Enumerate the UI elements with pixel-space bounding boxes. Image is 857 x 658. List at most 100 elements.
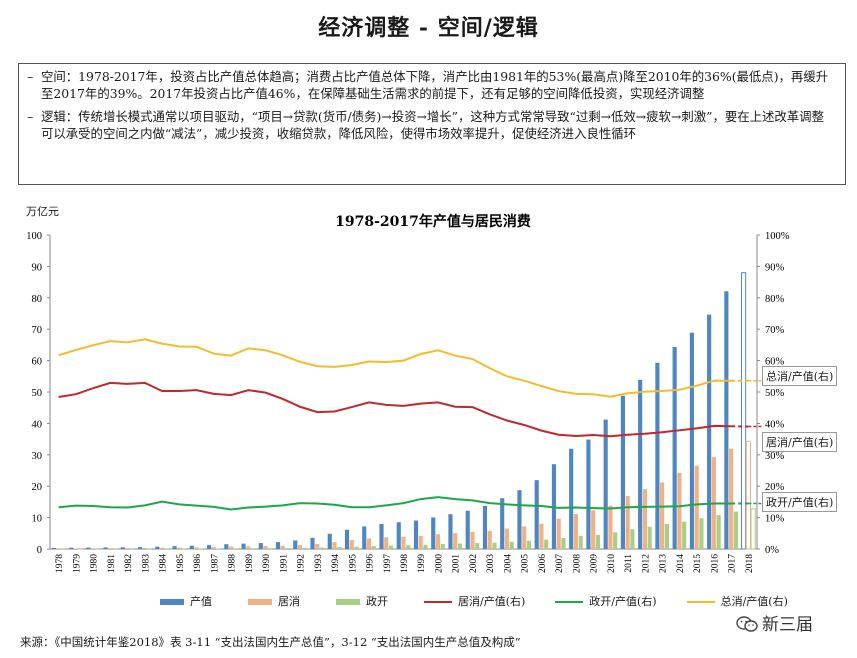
- line-total_ratio: [58, 338, 732, 398]
- bar-consume: [228, 546, 234, 549]
- legend-item: 居消/产值(右): [424, 595, 525, 608]
- y-axis-unit: 万亿元: [26, 205, 59, 218]
- x-tick-label: 2014: [676, 554, 686, 573]
- x-tick-label: 1978: [55, 554, 65, 573]
- x-tick-label: 2015: [693, 554, 703, 573]
- bar-consume: [642, 489, 647, 549]
- bar-govt: [664, 523, 669, 549]
- bullet-space: – 空间：1978-2017年，投资占比产值总体趋高；消费占比产值总体下降，消产…: [27, 68, 835, 102]
- bar-output: [344, 529, 350, 549]
- bar-govt: [164, 548, 169, 550]
- bar-govt: [337, 547, 342, 549]
- bar-govt: [578, 535, 583, 549]
- end-label-govt_ratio: 政开/产值(右): [762, 492, 838, 512]
- bar-consume: [91, 548, 96, 549]
- x-tick-label: 1982: [124, 554, 134, 573]
- bar-govt: [544, 539, 549, 549]
- bullet-dash: –: [27, 109, 34, 124]
- x-tick-label: 2005: [521, 554, 531, 573]
- bar-consume: [108, 548, 113, 549]
- y-right-tick-label: 50%: [765, 388, 785, 399]
- line-govt_ratio: [58, 496, 732, 511]
- bar-govt: [388, 545, 394, 549]
- bar-govt: [95, 548, 100, 550]
- x-tick-label: 1990: [262, 554, 272, 573]
- bar-consume: [625, 495, 630, 549]
- bar-output: [224, 544, 229, 549]
- bar-govt: [423, 544, 428, 549]
- bar-consume: [591, 510, 596, 549]
- x-tick-label: 2004: [503, 554, 513, 573]
- bar-govt: [526, 540, 532, 549]
- x-tick-label: 1993: [314, 554, 324, 573]
- chart-title: 1978-2017年产值与居民消费: [335, 213, 531, 230]
- x-tick-label: 2001: [452, 554, 462, 573]
- bullet-logic: – 逻辑：传统增长模式通常以项目驱动，“项目→贷款(货币/债务)→投资→增长”，…: [27, 108, 835, 142]
- bar-govt: [199, 548, 204, 550]
- bar-consume: [177, 547, 182, 549]
- bar-consume: [384, 537, 389, 549]
- y-tick-label: 100: [26, 231, 42, 242]
- bar-output: [293, 540, 298, 549]
- bar-consume: [349, 540, 354, 549]
- legend-item: 政开: [336, 595, 388, 608]
- bar-consume: [142, 547, 147, 549]
- bar-govt: [630, 529, 635, 549]
- bar-govt: [78, 548, 83, 550]
- bar-output: [482, 505, 488, 549]
- bar-consume: [453, 533, 458, 549]
- bar-output: [206, 545, 212, 549]
- bar-output: [465, 510, 470, 549]
- legend-label: 政开/产值(右): [589, 595, 657, 608]
- x-tick-label: 1991: [279, 554, 289, 573]
- bar-output: [655, 362, 660, 549]
- y-right-tick-label: 10%: [765, 514, 785, 525]
- bar-consume: [539, 523, 544, 549]
- bar-consume: [487, 530, 492, 549]
- bar-govt: [319, 547, 325, 549]
- bar-consume: [263, 546, 268, 549]
- bar-output: [275, 542, 281, 549]
- bar-govt: [647, 526, 652, 549]
- bar-govt: [130, 548, 135, 550]
- bar-output: [172, 546, 177, 549]
- bar-consume: [608, 505, 613, 549]
- bar-consume: [246, 546, 251, 549]
- bar-consume: [280, 545, 285, 549]
- x-tick-label: 2009: [590, 554, 600, 573]
- bar-govt: [509, 541, 514, 549]
- x-tick-label: 1989: [245, 554, 255, 573]
- bar-govt: [699, 518, 704, 549]
- x-tick-label: 1997: [383, 554, 393, 573]
- bar-output: [586, 439, 591, 549]
- legend-swatch: [686, 601, 715, 603]
- brand-name: 新三届: [762, 615, 813, 635]
- end-label-total_ratio: 总消/产值(右): [762, 366, 838, 386]
- x-tick-label: 1980: [90, 554, 100, 573]
- source-note: 来源：《中国统计年鉴2018》表 3-11 “支出法国内生产总值”，3-12 “…: [20, 635, 521, 649]
- bar-output: [689, 332, 694, 549]
- bar-govt: [440, 544, 445, 549]
- x-tick-label: 1996: [366, 554, 376, 573]
- legend-swatch: [555, 601, 584, 603]
- bar-govt: [354, 546, 359, 549]
- bar-govt: [561, 538, 566, 549]
- bar-output: [500, 498, 505, 549]
- bar-consume: [745, 440, 751, 550]
- bar-consume: [729, 448, 734, 549]
- x-tick-label: 2013: [659, 554, 669, 573]
- y-right-tick-label: 60%: [765, 357, 785, 368]
- legend-item: 总消/产值(右): [686, 595, 788, 608]
- x-tick-label: 2007: [555, 554, 565, 573]
- legend-label: 总消/产值(右): [720, 595, 788, 608]
- chart-legend: 产值 居消 政开 居消/产值(右) 政开/产值(右) 总消/产值(右): [160, 593, 818, 609]
- bar-output: [362, 526, 367, 549]
- bullet-text: 逻辑：传统增长模式通常以项目驱动，“项目→贷款(货币/债务)→投资→增长”，这种…: [41, 109, 824, 141]
- bar-govt: [492, 542, 497, 549]
- bar-consume: [660, 482, 665, 549]
- bar-govt: [250, 548, 256, 549]
- x-tick-label: 2017: [728, 554, 738, 573]
- bar-consume: [435, 534, 441, 549]
- bar-consume: [366, 538, 372, 549]
- bar-govt: [233, 548, 238, 550]
